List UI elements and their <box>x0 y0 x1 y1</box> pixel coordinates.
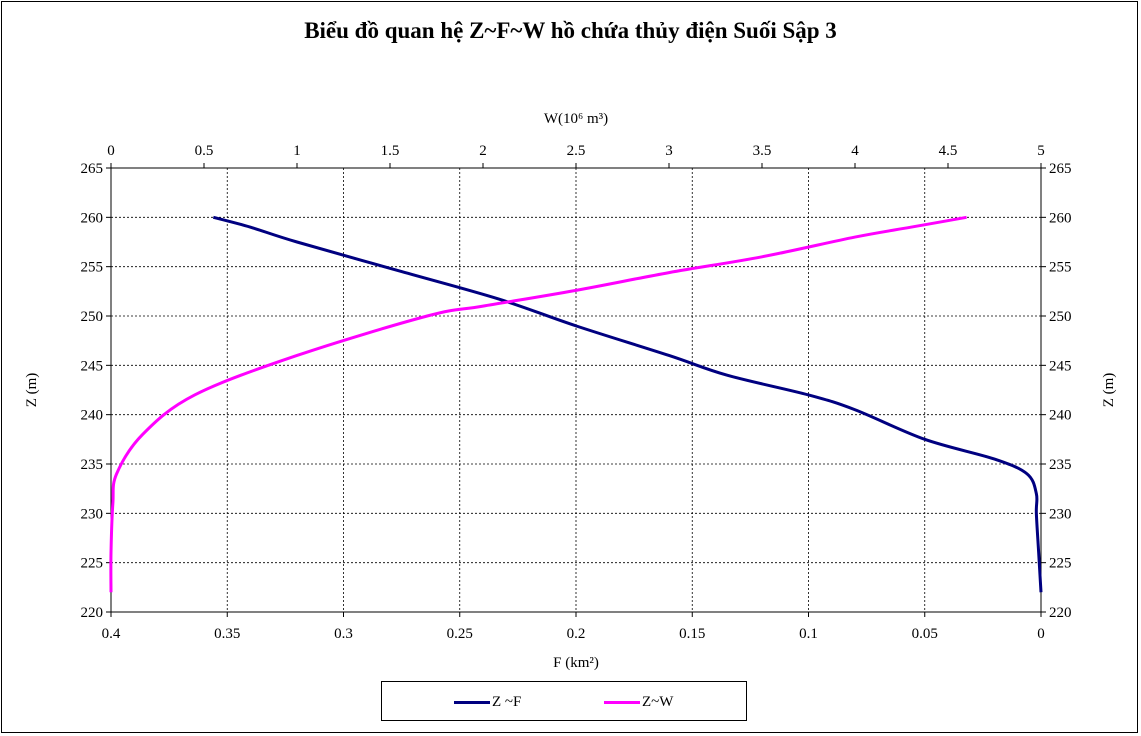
y-tick-label-right: 225 <box>1049 556 1072 572</box>
top-tick-label: 4.5 <box>939 143 958 159</box>
y-tick-label-right: 260 <box>1049 210 1072 226</box>
legend: Z ~F Z~W <box>381 681 747 721</box>
top-tick-label: 0 <box>107 143 115 159</box>
y-tick-label-left: 265 <box>81 161 104 177</box>
top-tick-label: 3.5 <box>753 143 772 159</box>
bottom-tick-label: 0.2 <box>567 626 586 642</box>
bottom-tick-label: 0.25 <box>447 626 473 642</box>
y-tick-label-right: 230 <box>1049 506 1072 522</box>
y-tick-label-left: 235 <box>81 457 104 473</box>
y-tick-label-left: 240 <box>81 408 104 424</box>
bottom-tick-label: 0.05 <box>912 626 938 642</box>
legend-item-z-f: Z ~F <box>454 692 521 712</box>
legend-label-z-w: Z~W <box>642 694 673 711</box>
top-tick-label: 2.5 <box>567 143 586 159</box>
y-tick-label-left: 260 <box>81 210 104 226</box>
y-tick-label-right: 250 <box>1049 309 1072 325</box>
y-tick-label-right: 255 <box>1049 260 1072 276</box>
top-tick-label: 4 <box>851 143 859 159</box>
series-line-z-f <box>213 217 1041 592</box>
bottom-tick-label: 0.4 <box>102 626 121 642</box>
bottom-tick-label: 0.1 <box>799 626 818 642</box>
grid-lines <box>111 168 1041 612</box>
top-tick-label: 1.5 <box>381 143 400 159</box>
x-axis-label-bottom: F (km²) <box>553 655 599 671</box>
top-tick-label: 5 <box>1037 143 1045 159</box>
y-tick-label-left: 250 <box>81 309 104 325</box>
x-axis-label-top: W(10⁶ m³) <box>544 111 608 127</box>
top-tick-label: 3 <box>665 143 673 159</box>
y-tick-label-right: 245 <box>1049 358 1072 374</box>
y-tick-label-left: 220 <box>81 605 104 621</box>
bottom-tick-label: 0.35 <box>214 626 240 642</box>
legend-label-z-f: Z ~F <box>492 694 521 711</box>
y-axis-label-right: Z (m) <box>1101 373 1117 408</box>
bottom-tick-label: 0 <box>1037 626 1045 642</box>
bottom-tick-label: 0.15 <box>679 626 705 642</box>
y-tick-label-right: 220 <box>1049 605 1072 621</box>
legend-swatch-z-f <box>454 701 490 704</box>
y-tick-label-right: 235 <box>1049 457 1072 473</box>
top-tick-label: 1 <box>293 143 301 159</box>
y-tick-label-left: 255 <box>81 260 104 276</box>
y-tick-label-left: 225 <box>81 556 104 572</box>
y-axis-label-left: Z (m) <box>24 373 40 408</box>
legend-swatch-z-w <box>604 701 640 704</box>
top-tick-label: 2 <box>479 143 487 159</box>
y-tick-label-left: 245 <box>81 358 104 374</box>
y-tick-label-left: 230 <box>81 506 104 522</box>
legend-item-z-w: Z~W <box>604 692 673 712</box>
y-tick-label-right: 240 <box>1049 408 1072 424</box>
bottom-tick-label: 0.3 <box>334 626 353 642</box>
top-tick-label: 0.5 <box>195 143 214 159</box>
y-tick-label-right: 265 <box>1049 161 1072 177</box>
